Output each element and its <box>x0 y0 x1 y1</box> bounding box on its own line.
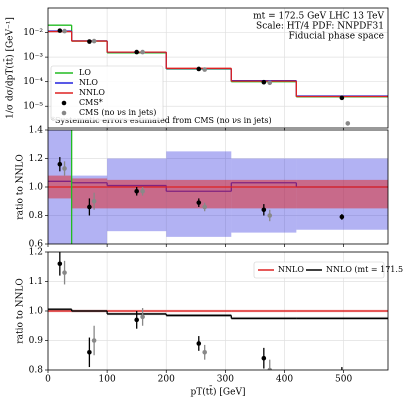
y-tick-label: 0.8 <box>29 211 44 221</box>
footnote: *Systematic errors estimated from CMS (n… <box>51 116 272 125</box>
data-point <box>196 341 202 346</box>
legend-label: CMS* <box>79 98 103 107</box>
uncertainty-band <box>296 179 388 209</box>
data-point <box>140 188 145 194</box>
y-axis-label: ratio to NNLO <box>16 278 26 343</box>
data-point <box>62 28 67 34</box>
legend-swatch <box>61 110 67 116</box>
data-point <box>87 39 92 44</box>
data-point <box>134 188 139 194</box>
annotation: mt = 172.5 GeV LHC 13 TeV <box>253 12 384 22</box>
data-point <box>261 207 267 213</box>
y-tick-label: 1.4 <box>29 126 44 136</box>
data-point <box>339 95 345 101</box>
x-tick-label: 200 <box>158 375 175 385</box>
y-tick-label: 0.8 <box>29 366 44 376</box>
data-point <box>87 204 92 210</box>
data-point <box>202 204 207 210</box>
legend-box <box>50 65 164 121</box>
data-point <box>202 67 207 72</box>
data-point <box>261 79 267 85</box>
data-point <box>140 314 145 320</box>
data-point <box>91 198 97 204</box>
data-point <box>62 166 67 171</box>
axes-frame <box>47 7 389 129</box>
data-point <box>57 261 63 267</box>
legend-label: NNLO (mt = 171.5 GeV) <box>326 265 404 274</box>
x-tick-label: 100 <box>99 375 116 385</box>
y-tick-label: 10⁻⁵ <box>23 102 43 112</box>
data-point <box>196 66 202 72</box>
axes-frame <box>47 129 389 245</box>
annotation: Scale: HT/4 PDF: NNPDF31 <box>256 22 384 32</box>
data-point <box>202 350 207 355</box>
data-point <box>339 214 345 220</box>
legend-label: LO <box>79 68 91 77</box>
data-point <box>87 350 92 355</box>
data-point <box>134 49 139 55</box>
data-point <box>345 121 351 126</box>
y-tick-label: 10⁻³ <box>23 53 43 63</box>
data-point <box>91 338 97 343</box>
y-tick-label: 1.2 <box>29 248 43 258</box>
data-point <box>57 161 63 167</box>
data-point <box>267 213 273 218</box>
x-tick-label: 300 <box>217 375 234 385</box>
x-axis-label: pT(tt̄) [GeV] <box>191 386 246 398</box>
y-tick-label: 1.2 <box>29 154 43 164</box>
legend-label: NNLO <box>79 88 105 97</box>
y-tick-label: 10⁻² <box>23 28 43 38</box>
legend-label: CMS (no νs in jets) <box>79 108 156 117</box>
y-tick-label: 0.6 <box>29 240 44 250</box>
x-tick-label: 0 <box>45 375 51 385</box>
legend-label: NNLO <box>278 265 304 274</box>
data-point <box>267 367 273 370</box>
plot-area <box>48 252 388 370</box>
x-tick-label: 500 <box>335 375 352 385</box>
data-point <box>261 355 267 361</box>
y-tick-label: 0.9 <box>29 336 44 346</box>
data-point <box>57 28 63 33</box>
y-axis-label: ratio to NNLO <box>16 154 26 219</box>
data-point <box>62 270 67 275</box>
x-tick-label: 400 <box>276 375 293 385</box>
y-tick-label: 1.0 <box>29 307 44 317</box>
plot-area <box>48 8 388 128</box>
uncertainty-band <box>231 179 297 209</box>
plot-area <box>48 130 388 244</box>
data-point <box>196 200 202 205</box>
data-point <box>91 38 97 44</box>
annotation: Fiducial phase space <box>288 32 384 42</box>
legend-label: NLO <box>79 78 98 87</box>
axes-frame <box>47 251 389 371</box>
data-point <box>134 317 139 323</box>
y-tick-label: 1.1 <box>29 277 43 287</box>
y-tick-label: 10⁻⁴ <box>23 77 43 87</box>
data-point <box>140 49 145 55</box>
y-axis-label: 1/σ dσ/dpT(tt̄) [GeV⁻¹] <box>4 17 16 119</box>
legend-swatch <box>61 100 67 106</box>
data-point <box>267 80 273 86</box>
y-tick-label: 1.0 <box>29 183 44 193</box>
